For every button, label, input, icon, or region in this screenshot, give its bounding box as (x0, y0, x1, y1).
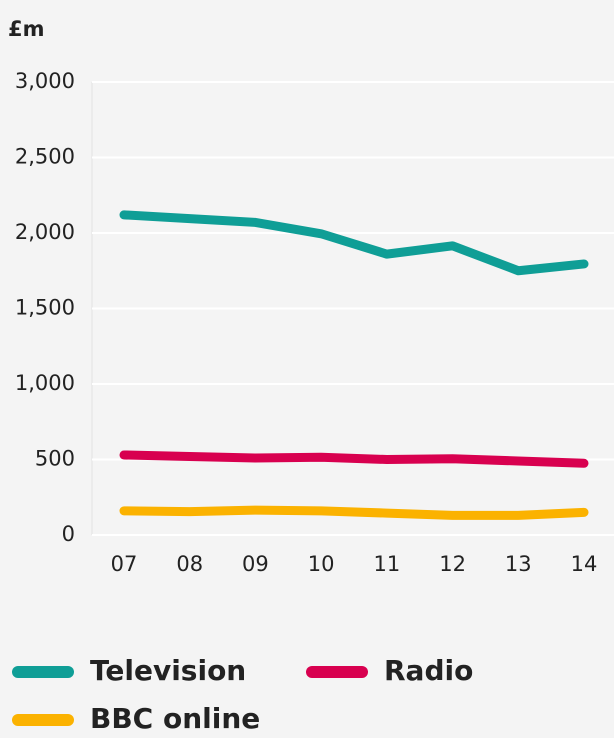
y-tick-label: 1,000 (15, 371, 75, 395)
y-axis-label: £m (8, 17, 45, 41)
y-tick-label: 0 (62, 522, 75, 546)
x-tick-label: 08 (176, 552, 203, 576)
legend-label: BBC online (90, 702, 260, 735)
y-tick-label: 500 (35, 447, 75, 471)
x-tick-label: 07 (111, 552, 138, 576)
y-tick-label: 1,500 (15, 296, 75, 320)
x-tick-label: 14 (571, 552, 598, 576)
y-tick-label: 2,000 (15, 220, 75, 244)
x-tick-label: 13 (505, 552, 532, 576)
y-tick-label: 2,500 (15, 145, 75, 169)
legend-label: Television (90, 654, 246, 687)
x-tick-label: 10 (308, 552, 335, 576)
series-line (119, 210, 589, 276)
x-tick-label: 12 (439, 552, 466, 576)
series-line (119, 450, 589, 468)
legend-label: Radio (384, 654, 473, 687)
x-tick-label: 11 (373, 552, 400, 576)
y-tick-label: 3,000 (15, 69, 75, 93)
series-line (119, 505, 589, 520)
x-tick-label: 09 (242, 552, 269, 576)
